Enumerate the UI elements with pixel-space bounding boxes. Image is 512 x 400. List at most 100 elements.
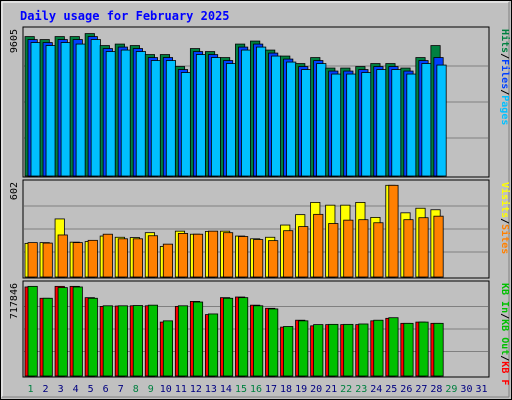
- bar-sites-day-3: [57, 234, 68, 278]
- legend-bottom-item: KB Out: [499, 319, 510, 355]
- day-label-6: 6: [103, 384, 109, 395]
- bar-pages-day-17: [271, 55, 282, 177]
- bar-sites-day-12: [192, 233, 204, 278]
- bar-pages-day-25: [391, 69, 402, 177]
- bar-pages-day-22: [346, 73, 357, 177]
- bar-pages-day-28: [436, 64, 447, 177]
- bar-kb-out-day-10: [162, 320, 174, 377]
- bar-kb-out-day-2: [42, 297, 53, 377]
- bar-pages-day-26: [406, 73, 417, 177]
- legend-bottom-item: /: [499, 313, 510, 319]
- y-max-label-mid: 602: [9, 182, 20, 200]
- day-label-15: 15: [235, 384, 247, 395]
- bar-kb-out-day-24: [373, 319, 384, 377]
- bar-sites-day-13: [207, 230, 219, 278]
- bar-kb-out-day-20: [313, 324, 324, 377]
- bar-kb-out-day-9: [147, 304, 158, 377]
- day-label-9: 9: [148, 384, 154, 395]
- day-label-16: 16: [250, 384, 262, 395]
- day-label-25: 25: [385, 384, 397, 395]
- bar-sites-day-16: [253, 239, 264, 278]
- bar-sites-day-15: [238, 236, 249, 278]
- bar-pages-day-19: [301, 69, 312, 177]
- bar-pages-day-15: [241, 49, 252, 177]
- y-max-label-top: 9605: [9, 29, 20, 53]
- bar-kb-out-day-22: [343, 323, 354, 377]
- bar-sites-day-21: [328, 223, 339, 278]
- bar-pages-day-20: [316, 63, 327, 177]
- bar-kb-out-day-19: [298, 320, 309, 377]
- bar-pages-day-4: [75, 43, 86, 177]
- day-label-30: 30: [460, 384, 472, 395]
- bar-sites-day-25: [388, 184, 399, 278]
- bar-pages-day-13: [210, 57, 222, 177]
- bar-pages-day-2: [45, 45, 56, 177]
- y-max-label-bottom: 717846: [9, 283, 20, 319]
- bar-sites-day-18: [283, 230, 294, 278]
- bar-kb-out-day-5: [87, 297, 98, 377]
- bar-sites-day-10: [162, 243, 174, 278]
- day-label-5: 5: [88, 384, 94, 395]
- bar-sites-day-5: [87, 239, 98, 278]
- bar-pages-day-14: [226, 63, 237, 177]
- bar-pages-day-3: [60, 42, 71, 177]
- day-label-3: 3: [58, 384, 64, 395]
- bar-pages-day-11: [180, 72, 192, 177]
- legend-bottom-item: KB F: [499, 361, 510, 385]
- day-label-24: 24: [370, 384, 382, 395]
- legend-top-item: Pages: [499, 95, 510, 125]
- bar-kb-out-day-16: [253, 305, 264, 377]
- legend-top-item: Hits: [499, 29, 511, 53]
- bar-kb-out-day-11: [177, 305, 189, 377]
- bar-sites-day-9: [147, 235, 158, 278]
- day-label-14: 14: [220, 384, 232, 395]
- day-label-20: 20: [310, 384, 322, 395]
- bar-pages-day-10: [165, 60, 177, 177]
- legend-bottom: KB In/KB Out/KB F: [499, 283, 510, 385]
- bar-kb-out-day-28: [433, 322, 444, 377]
- bar-kb-out-day-15: [238, 297, 249, 377]
- legend-mid: Visits/Sites: [499, 182, 511, 254]
- day-label-10: 10: [160, 384, 172, 395]
- day-label-13: 13: [205, 384, 217, 395]
- bar-kb-out-day-3: [57, 287, 68, 377]
- bar-kb-out-day-23: [358, 323, 369, 377]
- legend-top-item: Files: [499, 59, 511, 89]
- legend-top-item: /: [499, 53, 510, 59]
- bar-kb-out-day-8: [132, 305, 143, 377]
- bar-pages-day-16: [256, 46, 267, 177]
- day-label-4: 4: [73, 384, 79, 395]
- day-label-29: 29: [445, 384, 457, 395]
- day-label-23: 23: [355, 384, 367, 395]
- legend-bottom-item: KB In: [499, 283, 510, 313]
- bar-sites-day-2: [42, 242, 53, 278]
- bar-sites-day-20: [313, 213, 324, 278]
- bar-sites-day-1: [27, 242, 38, 278]
- bar-kb-out-day-14: [223, 297, 234, 377]
- day-label-11: 11: [175, 384, 187, 395]
- bar-pages-day-27: [421, 63, 432, 177]
- bar-kb-out-day-27: [418, 321, 429, 377]
- day-label-22: 22: [340, 384, 352, 395]
- legend-top: Hits/Files/Pages: [499, 29, 511, 125]
- day-label-8: 8: [133, 384, 139, 395]
- day-label-28: 28: [430, 384, 442, 395]
- bar-sites-day-4: [72, 242, 83, 278]
- bar-sites-day-6: [102, 233, 113, 278]
- bar-kb-out-day-1: [27, 285, 38, 377]
- bar-pages-day-6: [105, 51, 116, 177]
- day-label-1: 1: [28, 384, 34, 395]
- day-label-7: 7: [118, 384, 124, 395]
- bar-pages-day-1: [30, 42, 41, 177]
- bar-kb-out-day-6: [102, 305, 113, 377]
- bar-pages-day-23: [361, 72, 372, 177]
- legend-mid-item: Visits: [499, 182, 511, 218]
- day-label-27: 27: [415, 384, 427, 395]
- bar-sites-day-19: [298, 226, 309, 278]
- bar-sites-day-17: [268, 240, 279, 278]
- bar-sites-day-27: [418, 217, 429, 278]
- bar-sites-day-7: [117, 238, 128, 278]
- day-label-12: 12: [190, 384, 202, 395]
- day-label-31: 31: [475, 384, 487, 395]
